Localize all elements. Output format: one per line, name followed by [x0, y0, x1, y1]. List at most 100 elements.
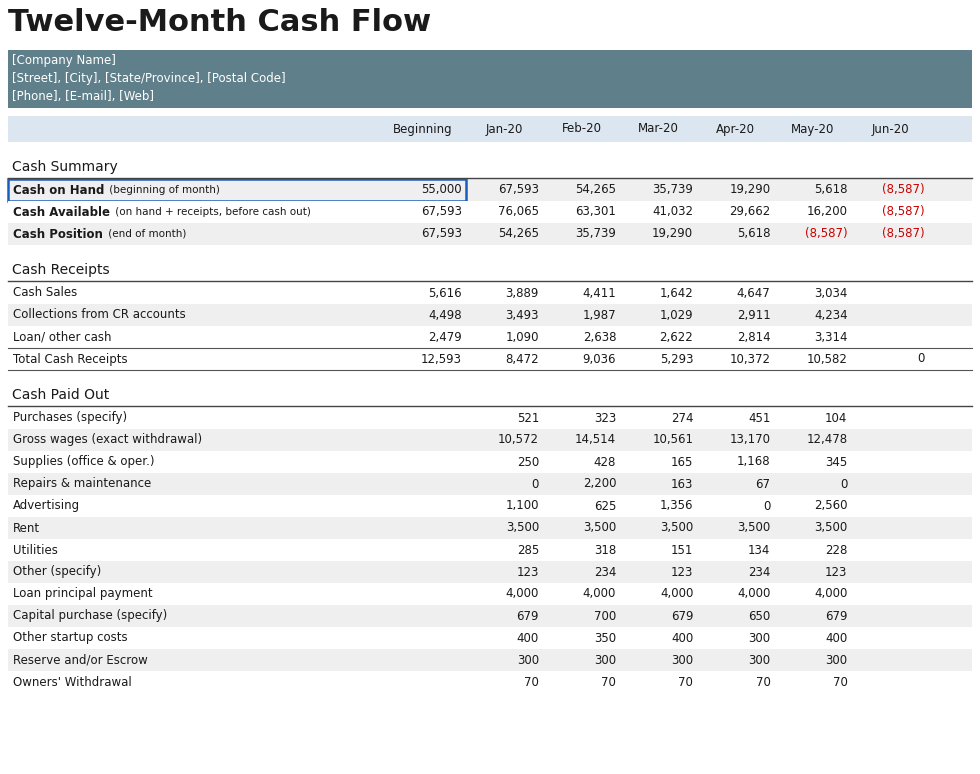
Text: 55,000: 55,000 [421, 183, 462, 197]
Text: 700: 700 [594, 609, 616, 622]
Text: 14,514: 14,514 [575, 433, 616, 447]
Text: 5,618: 5,618 [814, 183, 848, 197]
Text: 4,000: 4,000 [660, 587, 693, 601]
Text: 70: 70 [678, 676, 693, 689]
Text: 285: 285 [516, 543, 539, 557]
Text: (on hand + receipts, before cash out): (on hand + receipts, before cash out) [112, 207, 311, 217]
Bar [8, 561, 972, 583]
Text: 2,911: 2,911 [737, 309, 770, 321]
Text: 54,265: 54,265 [498, 228, 539, 241]
Text: 400: 400 [671, 632, 693, 645]
Bar [8, 348, 972, 370]
Text: 19,290: 19,290 [652, 228, 693, 241]
Text: 4,000: 4,000 [737, 587, 770, 601]
Text: 70: 70 [756, 676, 770, 689]
Text: 1,090: 1,090 [506, 330, 539, 344]
Text: 3,493: 3,493 [506, 309, 539, 321]
Bar [8, 223, 972, 245]
Text: Purchases (specify): Purchases (specify) [13, 412, 127, 424]
Text: Mar-20: Mar-20 [638, 122, 679, 135]
Bar [8, 179, 465, 201]
Text: 3,500: 3,500 [814, 522, 848, 535]
Text: (end of month): (end of month) [105, 229, 186, 239]
Text: 13,170: 13,170 [729, 433, 770, 447]
Text: [Phone], [E-mail], [Web]: [Phone], [E-mail], [Web] [12, 90, 154, 103]
Text: Cash Paid Out: Cash Paid Out [12, 388, 109, 402]
Text: 12,478: 12,478 [807, 433, 848, 447]
Text: 234: 234 [594, 566, 616, 578]
Text: Beginning: Beginning [393, 122, 453, 135]
Bar [8, 649, 972, 671]
Text: Feb-20: Feb-20 [562, 122, 602, 135]
Text: 300: 300 [749, 653, 770, 666]
Text: 151: 151 [671, 543, 693, 557]
Text: 0: 0 [531, 478, 539, 491]
Text: 123: 123 [671, 566, 693, 578]
Text: Twelve-Month Cash Flow: Twelve-Month Cash Flow [8, 8, 431, 37]
Text: Other startup costs: Other startup costs [13, 632, 127, 645]
Bar [8, 671, 972, 693]
Text: (8,587): (8,587) [882, 206, 924, 218]
Text: 163: 163 [671, 478, 693, 491]
Text: Cash Position: Cash Position [13, 228, 103, 241]
Text: 5,618: 5,618 [737, 228, 770, 241]
Text: 104: 104 [825, 412, 848, 424]
Text: Collections from CR accounts: Collections from CR accounts [13, 309, 186, 321]
Text: 54,265: 54,265 [575, 183, 616, 197]
Text: [Street], [City], [State/Province], [Postal Code]: [Street], [City], [State/Province], [Pos… [12, 72, 285, 85]
Text: 679: 679 [825, 609, 848, 622]
Text: 3,500: 3,500 [583, 522, 616, 535]
Text: 19,290: 19,290 [729, 183, 770, 197]
Text: 1,987: 1,987 [582, 309, 616, 321]
Text: 63,301: 63,301 [575, 206, 616, 218]
Text: 323: 323 [594, 412, 616, 424]
Bar [8, 50, 972, 108]
Text: 2,479: 2,479 [428, 330, 462, 344]
Text: 625: 625 [594, 499, 616, 512]
Text: 16,200: 16,200 [807, 206, 848, 218]
Text: 250: 250 [516, 456, 539, 468]
Bar [8, 116, 972, 142]
Text: 70: 70 [833, 676, 848, 689]
Bar [8, 605, 972, 627]
Text: 8,472: 8,472 [506, 352, 539, 365]
Text: 67: 67 [756, 478, 770, 491]
Bar [8, 451, 972, 473]
Text: 10,582: 10,582 [807, 352, 848, 365]
Text: 10,372: 10,372 [729, 352, 770, 365]
Text: 2,638: 2,638 [583, 330, 616, 344]
Text: 4,498: 4,498 [428, 309, 462, 321]
Text: 67,593: 67,593 [420, 206, 462, 218]
Text: 679: 679 [670, 609, 693, 622]
Text: Rent: Rent [13, 522, 40, 535]
Bar [8, 304, 972, 326]
Text: 1,356: 1,356 [660, 499, 693, 512]
Text: Loan principal payment: Loan principal payment [13, 587, 153, 601]
Text: 1,100: 1,100 [506, 499, 539, 512]
Text: 12,593: 12,593 [420, 352, 462, 365]
Text: 10,572: 10,572 [498, 433, 539, 447]
Text: 350: 350 [594, 632, 616, 645]
Text: 300: 300 [594, 653, 616, 666]
Text: Total Cash Receipts: Total Cash Receipts [13, 352, 127, 365]
Text: 0: 0 [763, 499, 770, 512]
Text: 35,739: 35,739 [575, 228, 616, 241]
Text: 134: 134 [748, 543, 770, 557]
Text: 2,814: 2,814 [737, 330, 770, 344]
Text: 3,889: 3,889 [506, 286, 539, 300]
Bar [8, 583, 972, 605]
Text: 4,411: 4,411 [582, 286, 616, 300]
Text: 400: 400 [516, 632, 539, 645]
Text: 650: 650 [748, 609, 770, 622]
Text: Loan/ other cash: Loan/ other cash [13, 330, 112, 344]
Text: 3,314: 3,314 [814, 330, 848, 344]
Text: 5,293: 5,293 [660, 352, 693, 365]
Text: 165: 165 [671, 456, 693, 468]
Text: 123: 123 [825, 566, 848, 578]
Text: Reserve and/or Escrow: Reserve and/or Escrow [13, 653, 148, 666]
Text: 3,500: 3,500 [660, 522, 693, 535]
Text: Jun-20: Jun-20 [871, 122, 908, 135]
Text: 4,647: 4,647 [737, 286, 770, 300]
Text: 67,593: 67,593 [420, 228, 462, 241]
Text: 76,065: 76,065 [498, 206, 539, 218]
